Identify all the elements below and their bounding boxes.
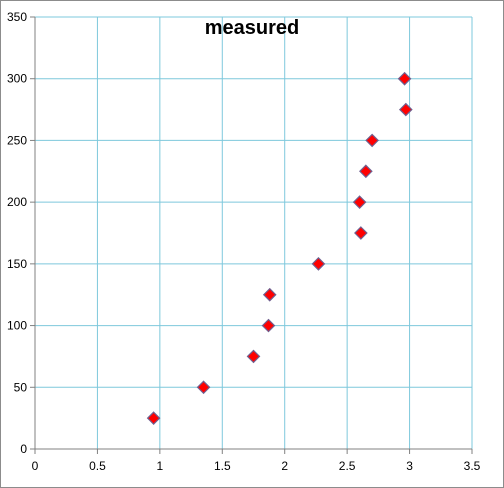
data-point-marker	[398, 102, 413, 117]
data-points	[146, 71, 413, 425]
data-point-marker	[262, 287, 277, 302]
y-tick-label: 300	[7, 72, 27, 86]
axes	[34, 17, 472, 450]
y-tick-label: 0	[20, 442, 27, 456]
data-point-marker	[261, 318, 276, 333]
y-tick-label: 100	[7, 319, 27, 333]
y-tick-label: 200	[7, 195, 27, 209]
x-tick-label: 3	[406, 459, 413, 473]
y-tick-label: 150	[7, 257, 27, 271]
x-tick-label: 2.5	[339, 459, 356, 473]
data-point-marker	[397, 71, 412, 86]
x-tick-label: 1.5	[214, 459, 231, 473]
data-point-marker	[359, 164, 373, 179]
x-tick-label: 1	[157, 459, 164, 473]
data-point-marker	[365, 133, 379, 148]
grid	[35, 16, 473, 449]
data-point-marker	[352, 195, 367, 209]
data-point-marker	[311, 257, 326, 271]
x-tick-label: 0	[32, 459, 39, 473]
y-axis-ticks: 0 50 100 150 200 250 300 350	[7, 10, 35, 456]
data-point-marker	[196, 380, 211, 395]
x-tick-label: 0.5	[89, 459, 106, 473]
x-axis-ticks: 0 0.5 1 1.5 2 2.5 3 3.5	[32, 449, 481, 473]
data-point-marker	[246, 349, 261, 364]
y-tick-label: 50	[14, 380, 28, 394]
y-tick-label: 350	[7, 10, 27, 24]
data-point-marker	[146, 411, 161, 425]
data-point-marker	[354, 226, 368, 240]
chart-title: measured	[205, 17, 300, 39]
y-tick-label: 250	[7, 133, 27, 147]
x-tick-label: 2	[281, 459, 288, 473]
x-tick-label: 3.5	[464, 459, 481, 473]
